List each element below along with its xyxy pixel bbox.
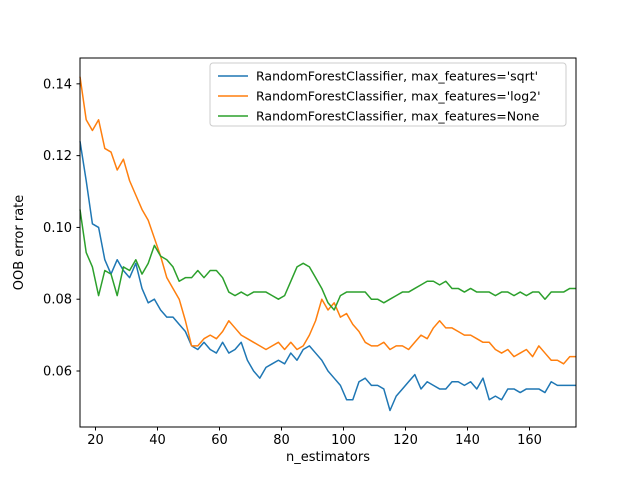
tick-label: 140 [455,433,480,448]
legend-label-none: RandomForestClassifier, max_features=Non… [256,109,540,124]
series-line-0 [79,141,576,412]
legend-entry: RandomForestClassifier, max_features='lo… [218,89,541,104]
x-axis-label: n_estimators [286,450,370,465]
y-axis-label: OOB error rate [12,195,27,291]
legend-label-sqrt: RandomForestClassifier, max_features='sq… [256,69,538,84]
tick-label: 60 [211,433,228,448]
legend-entry: RandomForestClassifier, max_features='sq… [218,69,538,84]
series-line-1 [79,76,576,365]
legend: RandomForestClassifier, max_features='sq… [209,62,567,127]
series-lines [79,76,576,412]
axes-frame [79,57,577,428]
tick-label: 0.06 [43,365,72,380]
legend-entry: RandomForestClassifier, max_features=Non… [218,109,540,124]
tick-label: 160 [517,433,542,448]
tick-label: 80 [273,433,290,448]
series-line-2 [79,209,576,311]
tick-label: 0.14 [43,77,72,92]
tick-label: 120 [393,433,418,448]
axis-ticks: 20 40 60 80 100 120 140 160 0.06 0.08 0.10 0.12 0.14 [43,77,542,448]
tick-label: 0.12 [43,149,72,164]
tick-label: 0.08 [43,293,72,308]
tick-label: 40 [149,433,166,448]
legend-box [209,62,567,127]
tick-label: 20 [87,433,104,448]
tick-label: 0.10 [43,221,72,236]
tick-label: 100 [331,433,356,448]
legend-label-log2: RandomForestClassifier, max_features='lo… [256,89,541,104]
